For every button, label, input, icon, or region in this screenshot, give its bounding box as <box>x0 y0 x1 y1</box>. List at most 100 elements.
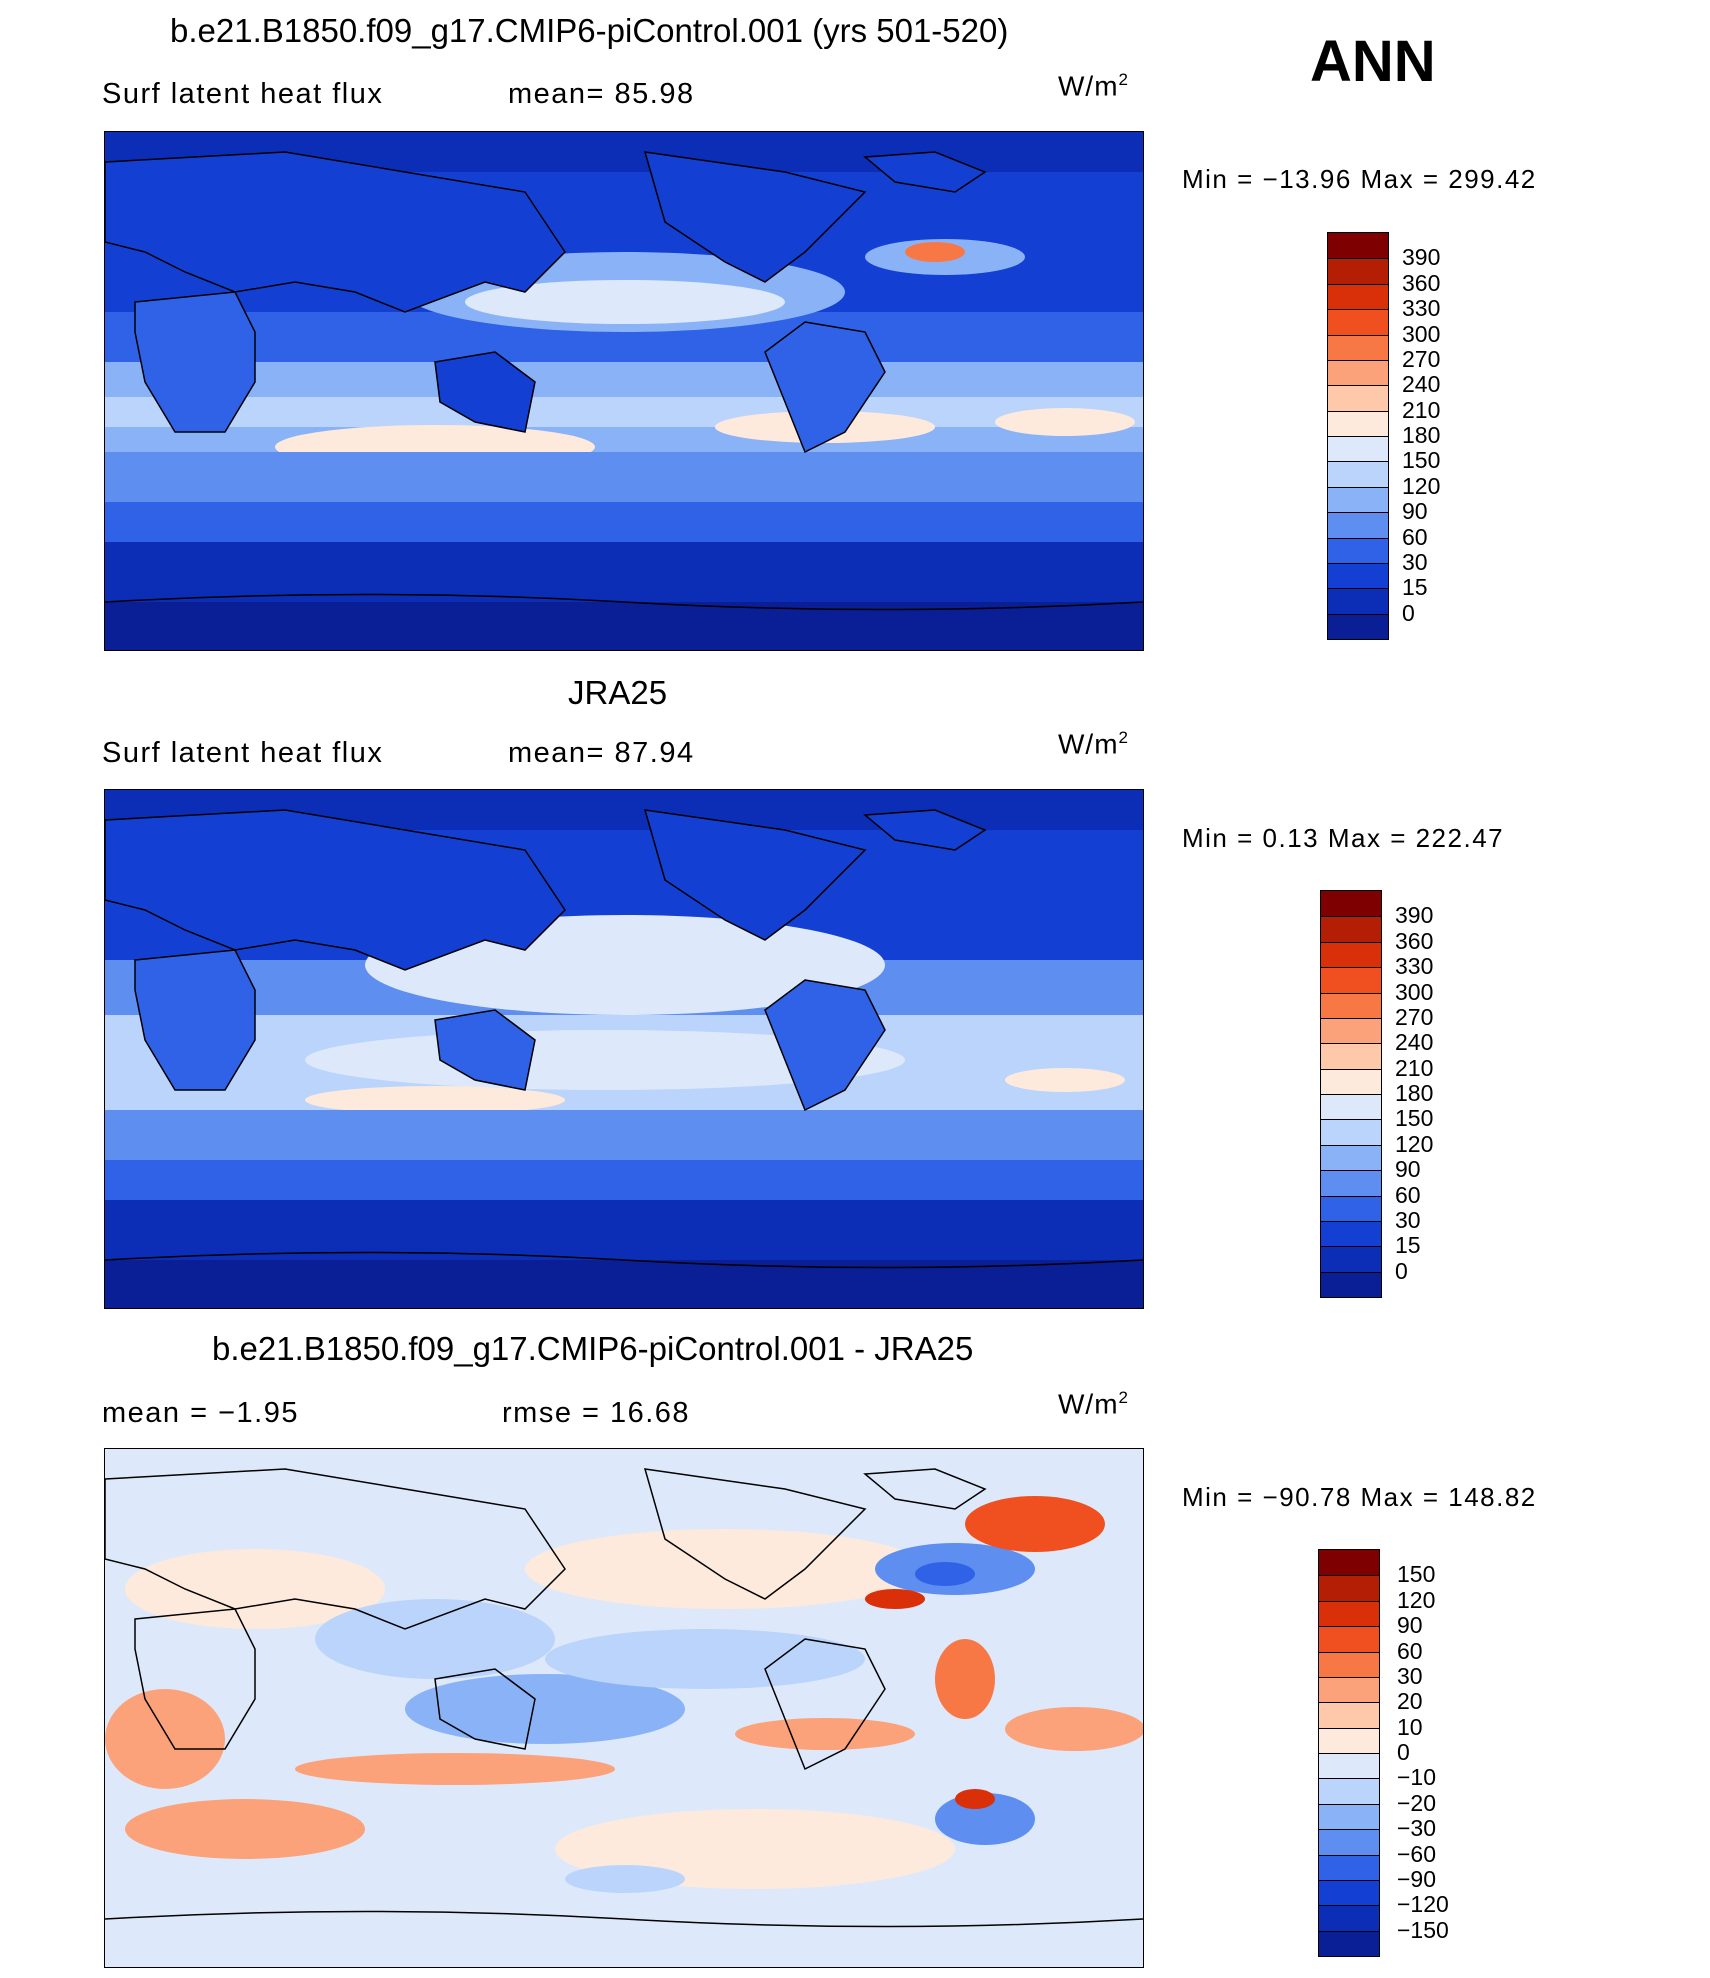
colorbar-swatch <box>1328 436 1388 462</box>
colorbar-swatch <box>1321 1119 1381 1145</box>
colorbar-tick-label: 90 <box>1395 1156 1421 1183</box>
colorbar-swatch <box>1321 941 1381 968</box>
colorbar-swatch <box>1328 588 1388 614</box>
panel1-colorbar <box>1327 232 1389 640</box>
colorbar-tick-label: 120 <box>1397 1586 1436 1613</box>
colorbar-swatch <box>1319 1905 1379 1931</box>
colorbar-swatch <box>1328 258 1388 284</box>
colorbar-swatch <box>1321 1271 1381 1297</box>
difference-latent-heat-map <box>104 1448 1144 1968</box>
colorbar-swatch <box>1328 410 1388 436</box>
colorbar-swatch <box>1319 1600 1379 1627</box>
colorbar-tick-label: 390 <box>1402 244 1441 271</box>
colorbar-swatch <box>1328 385 1388 411</box>
colorbar-swatch <box>1321 1220 1381 1247</box>
colorbar-swatch <box>1321 1170 1381 1196</box>
colorbar-swatch <box>1321 1094 1381 1120</box>
colorbar-swatch <box>1321 1246 1381 1272</box>
colorbar-swatch <box>1319 1879 1379 1906</box>
colorbar-tick-label: 330 <box>1402 295 1441 322</box>
colorbar-tick-label: 150 <box>1402 447 1441 474</box>
colorbar-swatch <box>1319 1550 1379 1576</box>
colorbar-tick-label: 360 <box>1395 927 1434 954</box>
colorbar-swatch <box>1319 1803 1379 1830</box>
colorbar-tick-label: 330 <box>1395 953 1434 980</box>
colorbar-swatch <box>1328 537 1388 563</box>
colorbar-tick-label: −120 <box>1397 1891 1449 1918</box>
colorbar-swatch <box>1321 967 1381 993</box>
colorbar-swatch <box>1319 1626 1379 1652</box>
panel1-units: W/m2 <box>1058 70 1129 102</box>
colorbar-tick-label: 0 <box>1397 1739 1410 1765</box>
colorbar-tick-label: 270 <box>1402 345 1441 372</box>
colorbar-tick-label: 15 <box>1395 1232 1421 1259</box>
colorbar-tick-label: 150 <box>1397 1561 1436 1588</box>
colorbar-tick-label: −20 <box>1397 1789 1437 1816</box>
colorbar-swatch <box>1328 461 1388 487</box>
panel2-minmax: Min = 0.13 Max = 222.47 <box>1182 823 1505 853</box>
colorbar-swatch <box>1319 1778 1379 1804</box>
colorbar-swatch <box>1321 916 1381 942</box>
colorbar-tick-label: −60 <box>1397 1840 1437 1867</box>
colorbar-swatch <box>1321 992 1381 1018</box>
colorbar-tick-label: 90 <box>1397 1612 1423 1639</box>
panel3-rmse: rmse = 16.68 <box>502 1397 691 1429</box>
colorbar-swatch <box>1319 1727 1379 1753</box>
season-label: ANN <box>1310 29 1436 94</box>
colorbar-tick-label: 60 <box>1397 1637 1423 1664</box>
colorbar-tick-label: 390 <box>1395 902 1434 929</box>
panel1-variable: Surf latent heat flux <box>102 78 384 110</box>
colorbar-tick-label: 0 <box>1395 1257 1408 1284</box>
colorbar-tick-label: 60 <box>1395 1181 1421 1208</box>
colorbar-swatch <box>1319 1930 1379 1956</box>
colorbar-swatch <box>1328 309 1388 335</box>
panel3-minmax: Min = −90.78 Max = 148.82 <box>1182 1482 1537 1512</box>
colorbar-swatch <box>1319 1575 1379 1601</box>
colorbar-tick-label: 30 <box>1395 1206 1421 1233</box>
colorbar-swatch <box>1319 1676 1379 1703</box>
model-latent-heat-map <box>104 131 1144 651</box>
colorbar-tick-label: 30 <box>1397 1662 1423 1689</box>
colorbar-swatch <box>1319 1753 1379 1779</box>
colorbar-tick-label: 300 <box>1402 320 1441 347</box>
colorbar-tick-label: 90 <box>1402 498 1428 525</box>
colorbar-swatch <box>1328 486 1388 513</box>
panel2-mean: mean= 87.94 <box>508 737 695 769</box>
panel1-mean: mean= 85.98 <box>508 78 695 110</box>
colorbar-swatch <box>1328 359 1388 386</box>
colorbar-tick-label: 30 <box>1402 548 1428 575</box>
colorbar-tick-label: 300 <box>1395 978 1434 1005</box>
colorbar-tick-label: 20 <box>1397 1688 1423 1715</box>
colorbar-swatch <box>1319 1651 1379 1677</box>
colorbar-swatch <box>1328 613 1388 639</box>
panel1-title: b.e21.B1850.f09_g17.CMIP6-piControl.001 … <box>170 12 1009 49</box>
colorbar-swatch <box>1321 1043 1381 1069</box>
colorbar-tick-label: 360 <box>1402 269 1441 296</box>
colorbar-tick-label: −30 <box>1397 1815 1437 1842</box>
panel3-mean: mean = −1.95 <box>102 1397 299 1429</box>
panel2-variable: Surf latent heat flux <box>102 737 384 769</box>
colorbar-swatch <box>1319 1702 1379 1728</box>
panel3-colorbar <box>1318 1549 1380 1957</box>
colorbar-tick-label: −10 <box>1397 1764 1437 1791</box>
colorbar-tick-label: −90 <box>1397 1865 1437 1892</box>
colorbar-tick-label: 15 <box>1402 574 1428 601</box>
colorbar-swatch <box>1319 1829 1379 1855</box>
panel3-units: W/m2 <box>1058 1388 1129 1420</box>
panel2-title: JRA25 <box>568 674 668 711</box>
colorbar-tick-label: 210 <box>1395 1054 1434 1081</box>
colorbar-tick-label: −150 <box>1397 1916 1449 1943</box>
colorbar-swatch <box>1321 1017 1381 1044</box>
colorbar-tick-label: 180 <box>1402 422 1441 448</box>
colorbar-swatch <box>1321 1195 1381 1221</box>
colorbar-tick-label: 240 <box>1395 1029 1434 1056</box>
colorbar-swatch <box>1328 233 1388 259</box>
colorbar-swatch <box>1328 283 1388 310</box>
colorbar-tick-label: 270 <box>1395 1003 1434 1030</box>
colorbar-tick-label: 150 <box>1395 1105 1434 1132</box>
jra25-latent-heat-map <box>104 789 1144 1309</box>
panel2-colorbar <box>1320 890 1382 1298</box>
colorbar-tick-label: 240 <box>1402 371 1441 398</box>
colorbar-swatch <box>1321 1144 1381 1171</box>
panel1-minmax: Min = −13.96 Max = 299.42 <box>1182 164 1537 194</box>
